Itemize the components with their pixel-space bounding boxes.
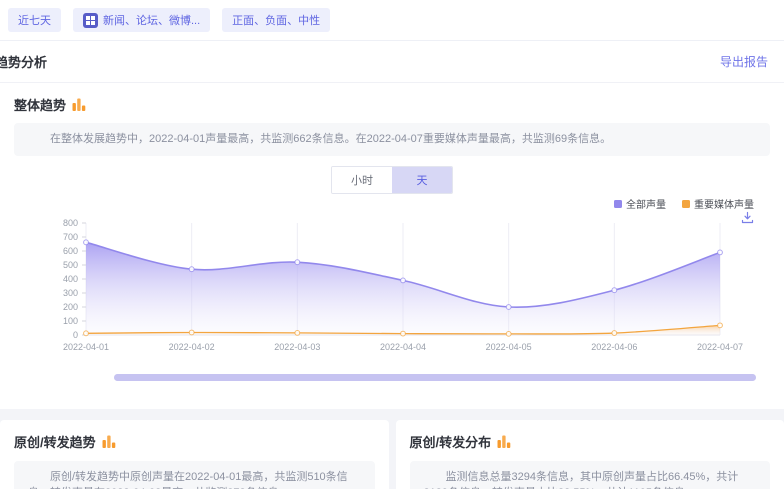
- legend-item-media-volume[interactable]: 重要媒体声量: [682, 196, 754, 211]
- svg-text:2022-04-07: 2022-04-07: [697, 342, 743, 352]
- chart-zoombar-thumb[interactable]: [114, 373, 756, 381]
- chart-legend: 全部声量 重要媒体声量: [14, 197, 770, 211]
- legend-label-all: 全部声量: [626, 200, 666, 211]
- svg-text:2022-04-06: 2022-04-06: [591, 342, 637, 352]
- media-source-icon: [83, 12, 98, 28]
- legend-item-all-volume[interactable]: 全部声量: [614, 196, 666, 211]
- page-title: 趋势分析: [0, 55, 48, 70]
- download-icon[interactable]: [741, 211, 754, 224]
- filter-bar: 近七天 新闻、论坛、微博... 正面、负面、中性: [0, 0, 784, 41]
- svg-text:300: 300: [63, 288, 78, 298]
- granularity-day-button[interactable]: 天: [392, 166, 452, 193]
- trend-chart-svg: 0 100 200 300 400 500 600 700 800 2022-04-01 2022-…: [63, 218, 743, 352]
- granularity-hour-button[interactable]: 小时: [332, 166, 392, 193]
- svg-text:2022-04-02: 2022-04-02: [169, 342, 215, 352]
- overall-trend-summary: 在整体发展趋势中，2022-04-01声量最高，共监测662条信息。在2022-…: [14, 123, 770, 156]
- legend-label-media: 重要媒体声量: [694, 200, 754, 211]
- section-header: 趋势分析 导出报告: [0, 41, 784, 83]
- overall-trend-block: 整体趋势 在整体发展趋势中，2022-04-01声量最高，共监测662条信息。在…: [0, 95, 784, 381]
- svg-text:700: 700: [63, 232, 78, 242]
- svg-text:2022-04-03: 2022-04-03: [274, 342, 320, 352]
- granularity-toggle: 小时 天: [331, 165, 453, 194]
- chart-zoombar-row: [28, 373, 756, 381]
- card-distribution-title: 原创/转发分布: [409, 434, 492, 450]
- card-original-repost-distribution: 原创/转发分布 监测信息总量3294条信息，其中原创声量占比66.45%，共计2…: [395, 419, 784, 489]
- svg-text:400: 400: [63, 274, 78, 284]
- svg-text:800: 800: [63, 218, 78, 228]
- card-trend-title: 原创/转发趋势: [14, 434, 96, 450]
- svg-text:2022-04-04: 2022-04-04: [380, 342, 426, 352]
- filter-chip-sentiment-label: 正面、负面、中性: [232, 15, 321, 27]
- filter-chip-media-source-label: 新闻、论坛、微博...: [103, 15, 201, 27]
- bar-chart-icon: [102, 435, 115, 448]
- spacer: [0, 380, 784, 409]
- svg-text:2022-04-05: 2022-04-05: [486, 342, 532, 352]
- svg-text:600: 600: [63, 246, 78, 256]
- bar-chart-icon: [72, 98, 86, 111]
- export-report-button[interactable]: 导出报告: [719, 55, 768, 69]
- filter-chip-media-source[interactable]: 新闻、论坛、微博...: [73, 8, 211, 32]
- svg-text:0: 0: [73, 330, 78, 340]
- filter-chip-date-range-label: 近七天: [18, 15, 51, 27]
- card-distribution-summary: 监测信息总量3294条信息，其中原创声量占比66.45%，共计2189条信息；转…: [409, 460, 770, 489]
- svg-text:200: 200: [63, 302, 78, 312]
- card-trend-summary: 原创/转发趋势中原创声量在2022-04-01最高，共监测510条信息；转发声量…: [14, 460, 375, 489]
- chart-zoombar-track[interactable]: [114, 373, 756, 381]
- bar-chart-icon: [497, 435, 511, 448]
- svg-text:500: 500: [63, 260, 78, 270]
- legend-swatch-all: [614, 199, 622, 208]
- svg-text:2022-04-01: 2022-04-01: [63, 342, 109, 352]
- trend-chart-area: 0 100 200 300 400 500 600 700 800 2022-04-01 2022-…: [14, 211, 770, 360]
- bottom-cards-row: 原创/转发趋势 原创/转发趋势中原创声量在2022-04-01最高，共监测510…: [0, 408, 784, 489]
- svg-text:100: 100: [63, 316, 78, 326]
- card-original-repost-trend: 原创/转发趋势 原创/转发趋势中原创声量在2022-04-01最高，共监测510…: [0, 419, 389, 489]
- legend-swatch-media: [682, 199, 690, 208]
- filter-chip-sentiment[interactable]: 正面、负面、中性: [222, 8, 331, 32]
- overall-trend-title: 整体趋势: [14, 98, 67, 113]
- filter-chip-date-range[interactable]: 近七天: [8, 8, 61, 32]
